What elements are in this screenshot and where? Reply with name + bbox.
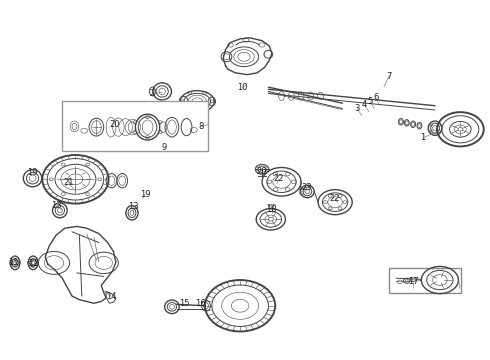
Text: 1: 1 (420, 133, 425, 142)
Text: 14: 14 (106, 292, 116, 301)
Text: 12: 12 (28, 260, 38, 269)
Text: 13: 13 (51, 201, 62, 210)
Text: 6: 6 (374, 93, 379, 102)
Text: 4: 4 (362, 100, 367, 109)
Text: 2: 2 (150, 89, 155, 98)
Text: 5: 5 (368, 97, 373, 106)
Text: 19: 19 (140, 190, 150, 199)
Text: 9: 9 (162, 143, 167, 152)
Text: 21: 21 (63, 178, 74, 187)
Text: 20: 20 (109, 120, 120, 129)
Text: 8: 8 (198, 122, 204, 131)
Text: 13: 13 (127, 202, 138, 211)
Bar (389, 267, 461, 293)
Text: 3: 3 (354, 104, 360, 113)
Text: 19: 19 (27, 168, 38, 177)
Text: 15: 15 (179, 299, 189, 308)
Text: 23: 23 (301, 183, 312, 192)
Text: 22: 22 (274, 175, 284, 184)
Text: 11: 11 (8, 258, 19, 267)
Text: 16: 16 (195, 299, 205, 308)
Text: 22: 22 (330, 194, 341, 203)
FancyBboxPatch shape (62, 102, 208, 152)
Text: 18: 18 (267, 205, 277, 214)
Text: 10: 10 (237, 83, 248, 92)
Text: 20: 20 (257, 167, 268, 176)
Text: 17: 17 (408, 277, 418, 286)
Text: 7: 7 (386, 72, 392, 81)
